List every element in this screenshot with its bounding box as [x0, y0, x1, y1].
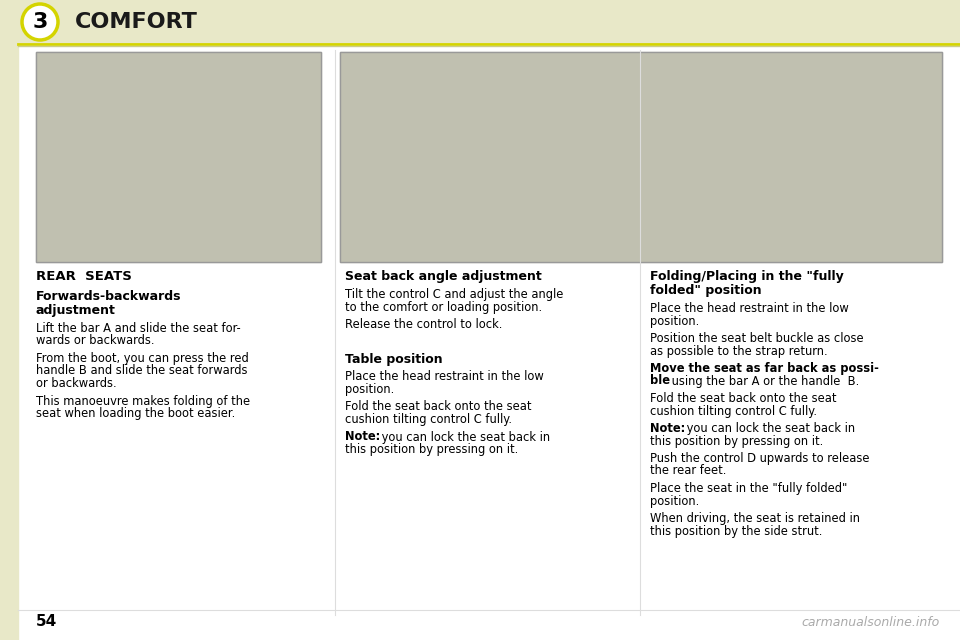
Text: Place the head restraint in the low: Place the head restraint in the low	[345, 371, 543, 383]
Text: seat when loading the boot easier.: seat when loading the boot easier.	[36, 407, 235, 420]
Text: Folding/Placing in the "fully: Folding/Placing in the "fully	[650, 270, 844, 283]
Bar	[18, 0, 960, 44]
Text: to the comfort or loading position.: to the comfort or loading position.	[345, 301, 542, 314]
Text: Forwards-backwards: Forwards-backwards	[36, 290, 181, 303]
Text: Seat back angle adjustment: Seat back angle adjustment	[345, 270, 541, 283]
Circle shape	[22, 4, 58, 40]
Text: as possible to the strap return.: as possible to the strap return.	[650, 344, 828, 358]
Text: Fold the seat back onto the seat: Fold the seat back onto the seat	[345, 401, 532, 413]
Text: Note:: Note:	[650, 422, 685, 435]
Text: 3: 3	[33, 12, 48, 32]
Text: Fold the seat back onto the seat: Fold the seat back onto the seat	[650, 392, 836, 405]
Text: carmanualsonline.info: carmanualsonline.info	[802, 616, 940, 628]
Text: REAR  SEATS: REAR SEATS	[36, 270, 132, 283]
Text: COMFORT: COMFORT	[75, 12, 198, 32]
Text: From the boot, you can press the red: From the boot, you can press the red	[36, 352, 249, 365]
Text: position.: position.	[650, 495, 699, 508]
Bar	[340, 52, 942, 262]
Text: This manoeuvre makes folding of the: This manoeuvre makes folding of the	[36, 394, 251, 408]
Text: Place the seat in the "fully folded": Place the seat in the "fully folded"	[650, 482, 848, 495]
Text: wards or backwards.: wards or backwards.	[36, 335, 155, 348]
Text: Place the head restraint in the low: Place the head restraint in the low	[650, 302, 849, 315]
Text: Release the control to lock.: Release the control to lock.	[345, 318, 502, 331]
Text: this position by pressing on it.: this position by pressing on it.	[345, 443, 518, 456]
Text: using the bar A or the handle  B.: using the bar A or the handle B.	[668, 374, 859, 387]
Text: adjustment: adjustment	[36, 304, 116, 317]
Bar	[36, 52, 321, 262]
Bar	[36, 52, 321, 262]
Text: this position by pressing on it.: this position by pressing on it.	[650, 435, 824, 447]
Text: Position the seat belt buckle as close: Position the seat belt buckle as close	[650, 332, 864, 345]
Text: or backwards.: or backwards.	[36, 377, 116, 390]
Text: this position by the side strut.: this position by the side strut.	[650, 525, 823, 538]
Text: 54: 54	[36, 614, 58, 630]
Text: Tilt the control C and adjust the angle: Tilt the control C and adjust the angle	[345, 288, 564, 301]
Text: handle B and slide the seat forwards: handle B and slide the seat forwards	[36, 365, 248, 378]
Text: Lift the bar A and slide the seat for-: Lift the bar A and slide the seat for-	[36, 322, 241, 335]
Text: cushion tilting control C fully.: cushion tilting control C fully.	[650, 404, 817, 417]
Text: you can lock the seat back in: you can lock the seat back in	[378, 431, 550, 444]
Text: position.: position.	[345, 383, 395, 396]
Text: cushion tilting control C fully.: cushion tilting control C fully.	[345, 413, 512, 426]
Text: Table position: Table position	[345, 353, 443, 365]
Text: position.: position.	[650, 314, 699, 328]
Text: Move the seat as far back as possi-: Move the seat as far back as possi-	[650, 362, 878, 375]
Text: you can lock the seat back in: you can lock the seat back in	[683, 422, 855, 435]
Bar	[0, 0, 18, 640]
Text: the rear feet.: the rear feet.	[650, 465, 727, 477]
Text: When driving, the seat is retained in: When driving, the seat is retained in	[650, 512, 860, 525]
Bar	[340, 52, 942, 262]
Text: ble: ble	[650, 374, 670, 387]
Text: Push the control D upwards to release: Push the control D upwards to release	[650, 452, 870, 465]
Text: folded" position: folded" position	[650, 284, 761, 297]
Text: Note:: Note:	[345, 431, 380, 444]
